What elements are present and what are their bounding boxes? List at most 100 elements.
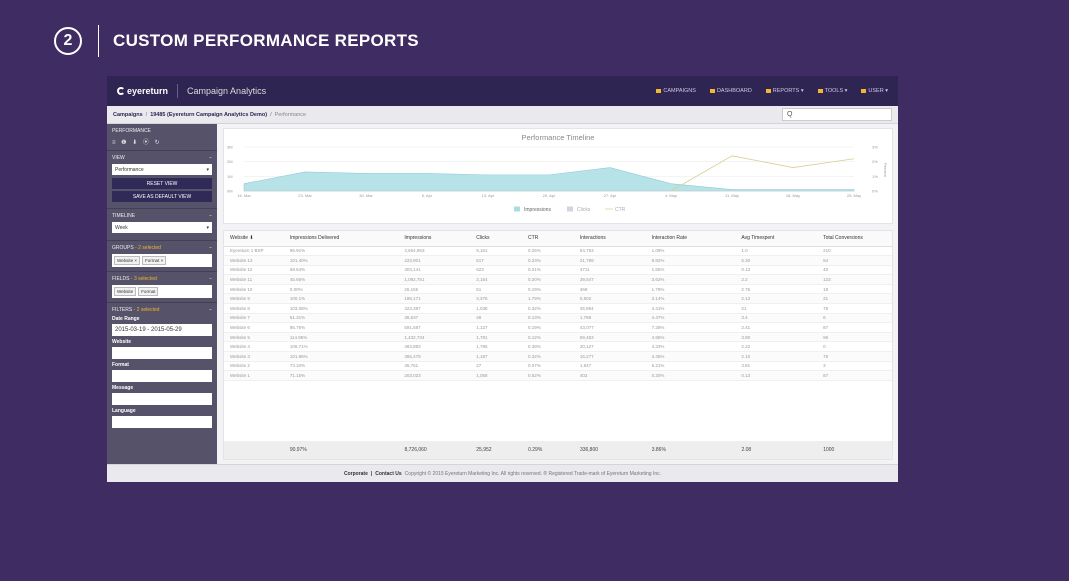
logo-text: eyereturn — [127, 86, 169, 96]
table-cell: 1.55% — [645, 265, 736, 276]
table-row[interactable]: Website 1 71.15% 203,023 1,058 0.52% 402 0.20%… — [224, 370, 892, 381]
nav-reports[interactable]: REPORTS ▾ — [765, 88, 804, 94]
x-tick-label: 18. May — [786, 193, 800, 198]
performance-toolbar-icons[interactable]: ≡ ❶ ⬇ ⦿ ↻ — [112, 140, 162, 146]
table-row[interactable]: Website 13 101.40% 223,901 517 0.23% 21,789 9.… — [224, 255, 892, 266]
table-cell: 1,038 — [470, 303, 523, 314]
table-cell: 61.31% — [283, 313, 399, 324]
reset-view-button[interactable]: RESET VIEW — [112, 178, 212, 189]
table-cell: 0.13 — [735, 265, 818, 276]
table-row[interactable]: Website 4 106.71% 463,883 1,785 0.38% 20,127 4… — [224, 341, 892, 353]
table-cell: Website 5 — [224, 332, 284, 343]
message-filter-field[interactable] — [112, 393, 212, 405]
date-range-field[interactable]: 2015-03-19 - 2015-05-29 — [112, 324, 212, 336]
collapse-filters-icon[interactable]: − — [209, 307, 212, 313]
performance-timeline-chart[interactable]: Performance Timeline 3M 2M 1M 0M 3% 2% 1% 0% Perc… — [224, 129, 892, 223]
breadcrumb-separator: / — [145, 111, 148, 118]
column-header[interactable]: Impressions Delivered — [283, 231, 399, 247]
table-row[interactable]: Website 11 45.65% 1,092,751 2,154 0.20% 39,54… — [224, 274, 892, 285]
table-row[interactable]: Website 3 101.86% 365,478 1,187 0.32% 16,277 4… — [224, 351, 892, 362]
table-cell: 5,902 — [573, 293, 646, 305]
chevron-down-icon: ▾ — [206, 224, 209, 231]
table-cell: 78 — [817, 303, 892, 314]
timeline-select[interactable]: Week ▾ — [112, 222, 212, 233]
table-cell: 20,127 — [573, 341, 646, 353]
table-row[interactable]: Website 7 61.31% 36,637 48 0.13% 1,769 4.47% 3.… — [224, 313, 892, 324]
breadcrumb-campaign[interactable]: 19485 (Eyereturn Campaign Analytics Demo… — [150, 111, 268, 118]
search-input[interactable]: Q — [782, 108, 892, 121]
table-cell: Website 10 — [224, 284, 284, 295]
collapse-timeline-icon[interactable]: − — [209, 213, 212, 219]
column-header[interactable]: Interaction Rate — [645, 231, 736, 247]
groups-tag-input[interactable]: Website × Format × — [112, 254, 212, 267]
nav-tools[interactable]: TOOLS ▾ — [817, 88, 847, 94]
table-row[interactable]: Website 10 0.00% 26,155 51 0.19% 468 1.79% 2.76… — [224, 284, 892, 295]
footer: Corporate | Contact Us Copyright © 2015 … — [107, 464, 898, 482]
table-cell: 0.12% — [522, 332, 574, 343]
performance-table: Website ⬇ Impressions Delivered Impression… — [224, 231, 892, 381]
footer-contact-link[interactable]: Contact Us — [375, 470, 402, 477]
save-default-view-button[interactable]: SAVE AS DEFAULT VIEW — [112, 191, 212, 202]
table-row[interactable]: Website 8 103.08% 323,397 1,038 0.32% 25,894 4… — [224, 303, 892, 314]
website-filter-field[interactable] — [112, 347, 212, 359]
column-header[interactable]: Total Conversions — [817, 231, 892, 247]
column-header[interactable]: Interactions — [573, 231, 646, 247]
column-header[interactable]: Impressions — [398, 231, 471, 247]
field-tag-website[interactable]: Website — [114, 287, 137, 296]
filters-count: - 2 selected — [133, 307, 160, 313]
collapse-view-icon[interactable]: − — [209, 155, 212, 161]
table-row[interactable]: Eyereturn 1 BSP 96.91% 3,654,963 9,161 0.25%… — [224, 246, 892, 257]
main-content: Performance Timeline 3M 2M 1M 0M 3% 2% 1% 0% Perc… — [217, 124, 898, 464]
sidebar: PERFORMANCE ≡ ❶ ⬇ ⦿ ↻ VIEW − Performance ▾… — [107, 124, 217, 464]
table-row[interactable]: Website 5 114.95% 1,432,734 1,781 0.12% 69,45… — [224, 332, 892, 343]
column-header[interactable]: Website ⬇ — [224, 231, 284, 247]
column-header[interactable]: Avg Timespent — [735, 231, 818, 247]
table-cell: 0.00% — [283, 284, 399, 295]
table-cell: 1,187 — [470, 351, 523, 362]
x-tick-label: 4. May — [665, 193, 677, 198]
group-tag-format[interactable]: Format × — [142, 256, 167, 265]
view-select[interactable]: Performance ▾ — [112, 164, 212, 175]
breadcrumb-campaigns[interactable]: Campaigns — [113, 111, 143, 118]
group-tag-website[interactable]: Website × — [114, 256, 141, 265]
nav-user[interactable]: USER ▾ — [861, 88, 888, 94]
table-cell: 64,753 — [573, 246, 646, 257]
nav-campaigns-label: CAMPAIGNS — [663, 88, 696, 94]
collapse-fields-icon[interactable]: − — [209, 276, 212, 282]
table-row[interactable]: Website 2 73.34% 36,761 27 0.07% 1,947 5.21% 3.… — [224, 361, 892, 372]
table-cell: 3,654,963 — [398, 246, 471, 257]
language-filter-field[interactable] — [112, 416, 212, 428]
footer-corporate-link[interactable]: Corporate — [343, 470, 368, 477]
fields-tag-input[interactable]: Website Format — [112, 285, 212, 298]
table-cell: 21 — [817, 293, 892, 305]
nav-dashboard[interactable]: DASHBOARD — [709, 88, 752, 94]
field-tag-format[interactable]: Format — [138, 287, 159, 296]
eyereturn-logo[interactable]: eyereturn — [117, 86, 168, 96]
performance-timeline-panel: Performance Timeline 3M 2M 1M 0M 3% 2% 1% 0% Perc… — [223, 128, 893, 224]
table-cell: Website 11 — [224, 274, 284, 285]
table-row[interactable]: Website 6 95.76% 591,587 1,127 0.19% 43,077 7.… — [224, 322, 892, 333]
table-row[interactable]: Website 12 68.64% 303,141 623 0.21% 4711 1.55%… — [224, 265, 892, 276]
table-cell: 0.38% — [522, 341, 574, 353]
totals-cell: 2.08 — [741, 447, 752, 453]
collapse-groups-icon[interactable]: − — [209, 245, 212, 251]
view-section: VIEW − Performance ▾ RESET VIEW SAVE AS DE… — [107, 151, 217, 209]
nav-campaigns[interactable]: CAMPAIGNS — [656, 88, 696, 94]
nav-divider — [177, 84, 179, 98]
table-cell: 71.15% — [283, 370, 399, 381]
table-cell: Eyereturn 1 BSP — [224, 246, 284, 257]
table-cell: 3.81 — [735, 361, 818, 372]
table-cell: 18 — [817, 284, 892, 295]
y-tick-label-left: 1M — [227, 174, 233, 179]
list-icon — [656, 89, 662, 93]
column-header[interactable]: Clicks — [470, 231, 523, 247]
website-filter-label: Website — [112, 339, 132, 345]
fields-count: - 3 selected — [130, 276, 157, 282]
nav-reports-label: REPORTS ▾ — [772, 88, 804, 94]
format-filter-field[interactable] — [112, 370, 212, 382]
ctr-line — [670, 155, 855, 192]
chevron-down-icon: ▾ — [206, 166, 209, 173]
table-row[interactable]: Website 9 100.1% 188,171 3,376 1.79% 5,902 3.1… — [224, 293, 892, 305]
column-header[interactable]: CTR — [522, 231, 574, 247]
table-cell: 21 — [735, 303, 818, 314]
